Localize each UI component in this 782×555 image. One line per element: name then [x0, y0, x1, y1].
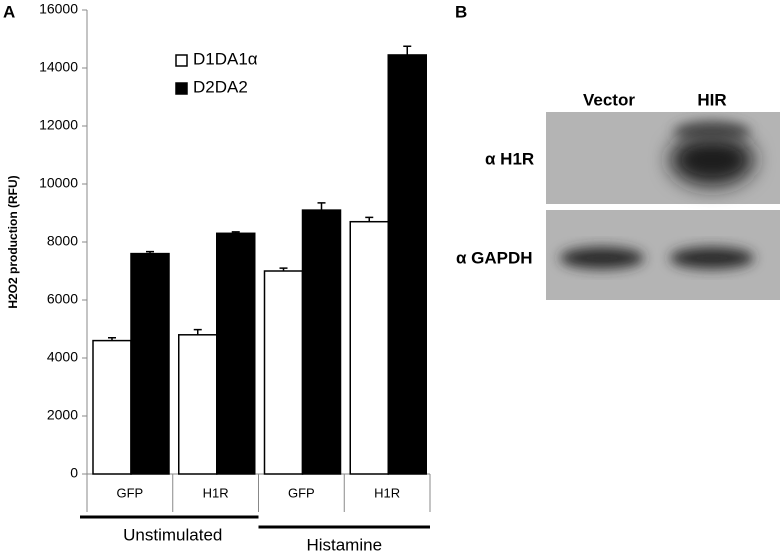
error-bar — [108, 336, 116, 341]
error-bar — [231, 231, 240, 234]
y-tick-label: 16000 — [39, 1, 78, 17]
bar — [263, 270, 304, 475]
row-label: α GAPDH — [456, 248, 533, 267]
y-tick-label: 14000 — [39, 59, 78, 75]
bar — [92, 339, 132, 475]
row-label: α H1R — [485, 149, 534, 168]
group-label: Unstimulated — [123, 525, 222, 544]
error-bar — [317, 202, 326, 211]
bar — [387, 54, 427, 475]
y-tick-label: 2000 — [47, 407, 78, 423]
error-bar — [279, 267, 288, 271]
error-bar — [146, 250, 154, 254]
panel-label: B — [455, 2, 467, 21]
x-tick-label: GFP — [288, 485, 315, 500]
bar — [130, 252, 170, 475]
legend-swatch — [175, 54, 188, 67]
x-tick-label: H1R — [203, 485, 229, 500]
blot-image — [546, 112, 780, 300]
bar — [216, 232, 256, 475]
y-axis-label: H2O2 production (RFU) — [6, 175, 20, 308]
x-tick-label: H1R — [374, 485, 400, 500]
lane-label: Vector — [583, 90, 635, 109]
legend-label: D1DA1α — [193, 49, 258, 68]
y-tick-label: 6000 — [47, 291, 78, 307]
error-bar — [403, 45, 412, 55]
legend-label: D2DA2 — [193, 77, 248, 96]
panel-label: A — [3, 2, 15, 21]
bar — [178, 334, 218, 475]
y-tick-label: 0 — [70, 465, 78, 481]
lane-label: HIR — [697, 90, 726, 109]
group-label: Histamine — [306, 535, 382, 554]
error-bar — [193, 328, 202, 335]
y-tick-label: 12000 — [39, 117, 78, 133]
y-tick-label: 8000 — [47, 233, 78, 249]
y-tick-label: 4000 — [47, 349, 78, 365]
x-tick-label: GFP — [117, 485, 144, 500]
bar — [349, 220, 389, 475]
error-bar — [365, 216, 374, 222]
y-tick-label: 10000 — [39, 175, 78, 191]
bar — [301, 209, 342, 475]
legend-swatch — [175, 82, 188, 95]
